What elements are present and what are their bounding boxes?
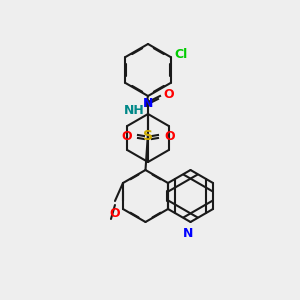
Text: O: O <box>163 88 174 101</box>
Text: O: O <box>164 130 175 142</box>
Text: NH: NH <box>124 103 144 116</box>
Text: O: O <box>122 130 132 142</box>
Text: S: S <box>143 129 153 143</box>
Text: N: N <box>143 97 153 110</box>
Text: Cl: Cl <box>175 49 188 62</box>
Text: N: N <box>183 227 194 240</box>
Text: O: O <box>110 207 120 220</box>
